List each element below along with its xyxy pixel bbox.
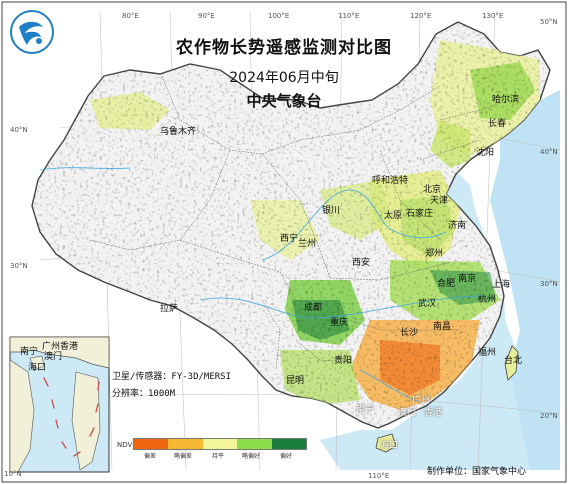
inset-city-label: 南宁 <box>20 347 39 357</box>
legend-class-label: 偏好 <box>280 453 293 460</box>
lon-label: 120°E <box>410 12 432 20</box>
city-label: 南昌 <box>433 322 452 332</box>
city-label: 广州 <box>412 396 431 406</box>
sea-area <box>320 165 560 470</box>
lon-label: 90°E <box>198 12 215 20</box>
map-period: 2024年06月中旬 <box>229 70 339 86</box>
city-label: 长春 <box>488 119 507 129</box>
city-label: 乌鲁木齐 <box>160 127 197 137</box>
city-label: 成都 <box>304 303 323 313</box>
resolution-info: 分辨率：1000M <box>112 389 176 399</box>
city-label: 济南 <box>448 221 467 231</box>
legend-class-label: 略偏好 <box>242 453 261 460</box>
lat-label: 30°N <box>10 262 28 270</box>
city-label: 西宁 <box>280 234 299 244</box>
map-agency: 中央气象台 <box>246 92 322 110</box>
sea-area-east <box>490 90 560 470</box>
city-label: 呼和浩特 <box>372 176 409 186</box>
city-label: 贵阳 <box>334 356 353 366</box>
map-title: 农作物长势遥感监测对比图 <box>176 38 392 58</box>
south-china-sea-inset <box>9 336 110 473</box>
lon-label: 110°E <box>338 12 360 20</box>
hainan-island <box>375 433 397 453</box>
legend-color-bar <box>133 438 307 450</box>
city-label: 南京 <box>458 274 477 284</box>
lat-label: 30°N <box>540 280 558 288</box>
city-label: 昆明 <box>286 376 305 386</box>
lat-label: 10°N <box>4 470 22 478</box>
legend-class-label: 持平 <box>212 453 225 460</box>
lon-label: 110°E <box>368 472 390 480</box>
inset-city-label: 香港 <box>60 342 79 352</box>
lat-label: 50°N <box>540 18 558 26</box>
city-label: 北京 <box>423 185 442 195</box>
city-label: 太原 <box>384 211 403 221</box>
city-label: 兰州 <box>298 239 317 249</box>
legend-swatch <box>237 439 272 449</box>
city-label: 沈阳 <box>476 148 495 158</box>
city-label: 郑州 <box>425 249 444 259</box>
city-label: 武汉 <box>418 299 437 309</box>
inset-city-label: 广州 <box>42 342 61 352</box>
city-label: 海口 <box>380 441 399 451</box>
lat-label: 20°N <box>540 412 558 420</box>
city-label: 哈尔滨 <box>492 95 520 105</box>
taiwan-island <box>504 345 519 381</box>
legend-class-label: 偏差 <box>144 453 157 460</box>
inset-city-label: 澳门 <box>44 352 63 362</box>
legend-swatch <box>134 439 169 449</box>
lat-label: 40°N <box>540 148 558 156</box>
city-label: 长沙 <box>400 328 419 338</box>
city-label: 拉萨 <box>160 304 179 314</box>
inset-city-label: 海口 <box>28 363 47 373</box>
lon-label: 80°E <box>122 12 139 20</box>
city-label: 香港 <box>424 408 443 418</box>
city-label: 银川 <box>322 206 341 216</box>
city-label: 南宁 <box>356 405 375 415</box>
satellite-info: 卫星/传感器：FY-3D/MERSI <box>112 372 232 382</box>
city-label: 澳门 <box>398 408 417 418</box>
legend-swatch <box>271 439 307 449</box>
credit-text: 制作单位：国家气象中心 <box>427 467 527 477</box>
city-label: 西安 <box>352 258 371 268</box>
lon-label: 130°E <box>482 12 504 20</box>
legend-ndvi-label: NDVI <box>117 441 135 449</box>
city-label: 石家庄 <box>406 209 434 219</box>
legend-swatch <box>168 439 203 449</box>
city-label: 上海 <box>492 280 511 290</box>
city-label: 合肥 <box>437 279 456 289</box>
city-label: 重庆 <box>330 318 349 328</box>
cma-logo <box>10 10 54 54</box>
city-label: 台北 <box>504 356 523 366</box>
city-label: 福州 <box>478 348 497 358</box>
lon-label: 100°E <box>268 12 290 20</box>
city-label: 天津 <box>430 196 449 206</box>
lat-label: 40°N <box>10 126 28 134</box>
city-label: 杭州 <box>478 295 497 305</box>
legend-swatch <box>202 439 238 449</box>
legend-class-label: 略偏差 <box>174 453 193 460</box>
